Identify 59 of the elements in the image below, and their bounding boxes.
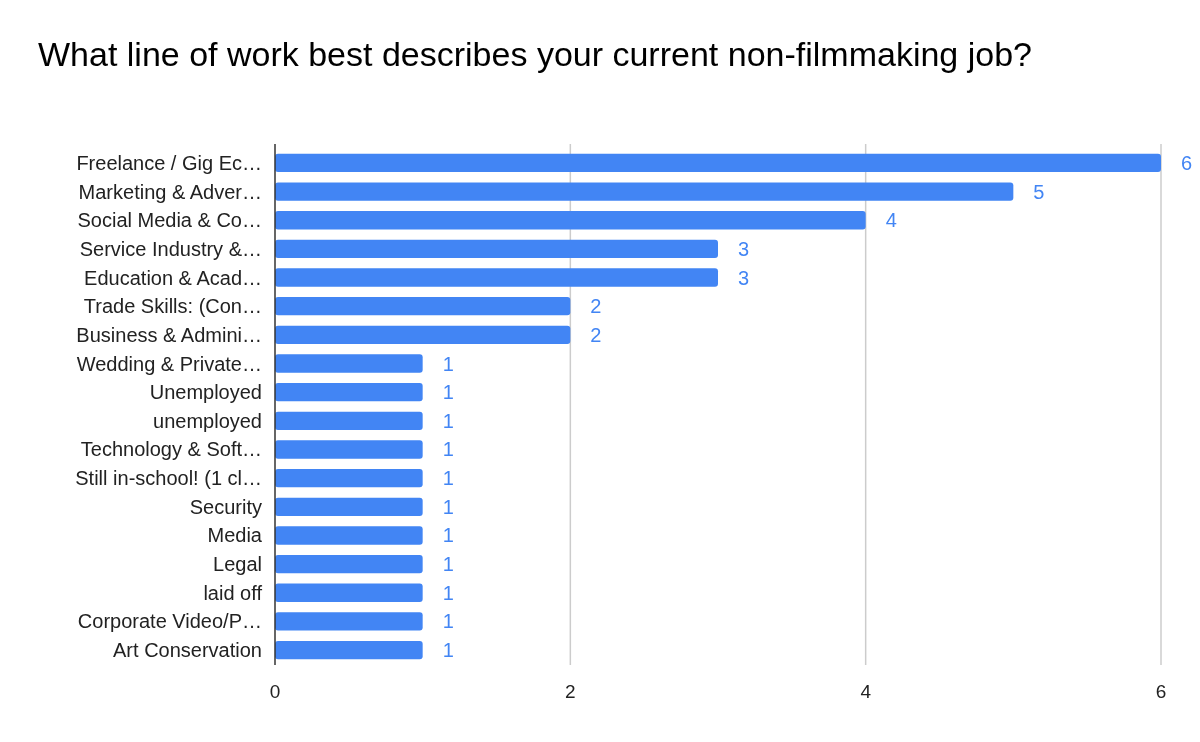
data-label: 3 <box>738 237 750 260</box>
y-tick-label: Freelance / Gig Ec… <box>76 151 262 174</box>
x-tick-label: 2 <box>565 681 576 702</box>
y-tick-label: Social Media & Co… <box>77 209 262 232</box>
data-label: 1 <box>442 553 454 576</box>
data-label: 3 <box>738 266 750 289</box>
bar <box>275 325 571 345</box>
data-label: 1 <box>442 581 454 604</box>
data-label: 1 <box>442 409 454 432</box>
bar <box>275 153 1161 173</box>
x-tick-label: 6 <box>1155 681 1167 702</box>
data-label: 5 <box>1033 180 1045 203</box>
y-tick-label: Business & Admini… <box>76 323 262 346</box>
bar <box>275 583 423 602</box>
data-label: 1 <box>442 381 454 404</box>
y-tick-label: Still in-school! (1 cl… <box>75 467 262 490</box>
bar <box>275 211 866 230</box>
data-label: 1 <box>442 495 454 518</box>
y-tick-label: laid off <box>203 581 263 604</box>
bar <box>275 497 423 516</box>
y-tick-label: Trade Skills: (Con… <box>83 295 262 318</box>
data-label: 1 <box>442 610 454 633</box>
bar <box>275 554 423 574</box>
y-tick-label: Legal <box>213 553 262 576</box>
bar <box>275 297 571 316</box>
data-label: 1 <box>442 438 454 461</box>
bar <box>275 268 718 287</box>
bar <box>275 411 423 430</box>
bar <box>275 383 423 402</box>
y-tick-label: Art Conservation <box>113 639 262 662</box>
y-tick-label: Education & Acad… <box>84 266 262 289</box>
y-tick-label: Corporate Video/P… <box>77 610 262 633</box>
y-tick-label: unemployed <box>153 409 262 432</box>
data-label: 1 <box>442 352 454 375</box>
data-label: 1 <box>442 467 454 490</box>
y-tick-label: Marketing & Adver… <box>78 180 262 203</box>
bar <box>275 440 423 459</box>
bar <box>275 612 423 631</box>
bar <box>275 239 718 259</box>
chart-title: What line of work best describes your current non-filmmaking job? <box>38 35 1032 73</box>
y-tick-label: Security <box>189 495 262 518</box>
bar <box>275 354 423 373</box>
y-tick-label: Technology & Soft… <box>80 438 262 461</box>
x-tick-label: 4 <box>860 681 872 702</box>
y-tick-label: Wedding & Private… <box>76 352 262 375</box>
y-tick-label: Unemployed <box>149 381 262 404</box>
data-label: 1 <box>442 524 454 547</box>
data-label: 6 <box>1181 151 1193 174</box>
data-label: 1 <box>442 639 454 662</box>
data-label: 2 <box>590 295 602 318</box>
data-label: 2 <box>590 323 602 346</box>
bar <box>275 526 423 545</box>
y-tick-label: Media <box>207 524 263 547</box>
data-label: 4 <box>885 209 897 232</box>
bar <box>275 640 423 660</box>
y-tick-label: Service Industry &… <box>79 237 262 260</box>
bar <box>275 468 423 488</box>
x-tick-label: 0 <box>269 681 281 702</box>
bar <box>275 182 1014 201</box>
